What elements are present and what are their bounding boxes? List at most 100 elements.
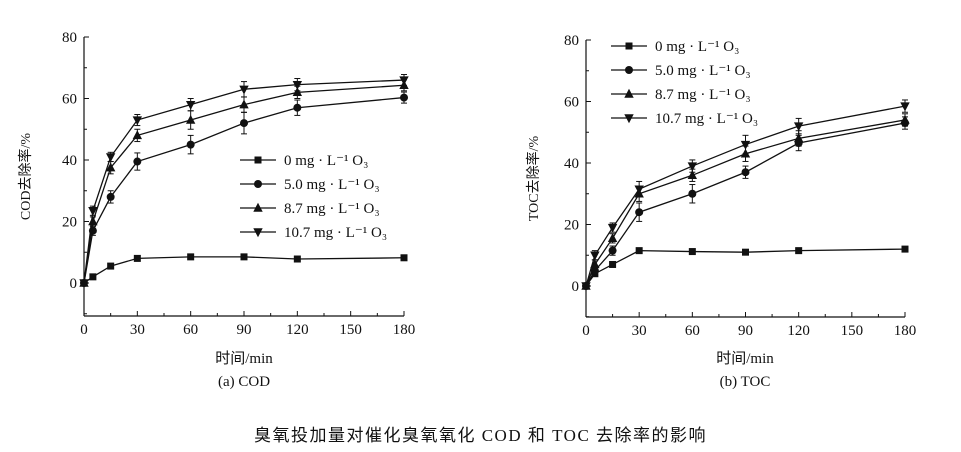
x-tick-label: 90	[738, 323, 753, 339]
data-point	[901, 245, 909, 253]
y-tick-label: 80	[62, 30, 77, 46]
data-point	[900, 114, 910, 124]
x-tick-label: 150	[841, 323, 864, 339]
data-point	[105, 162, 116, 172]
x-tick-label: 120	[286, 322, 309, 338]
legend-marker	[624, 88, 634, 98]
panel-label-b: (b) TOC	[719, 374, 771, 390]
data-point	[634, 185, 644, 195]
y-tick-label: 80	[564, 33, 579, 49]
legend-label: 8.7 mg · L⁻¹ O₃	[284, 201, 380, 217]
legend-label: 5.0 mg · L⁻¹ O₃	[655, 63, 751, 79]
legend-label: 0 mg · L⁻¹ O₃	[655, 39, 739, 55]
data-point	[635, 247, 643, 255]
data-point	[635, 208, 644, 217]
data-point	[187, 253, 195, 261]
data-point	[106, 192, 115, 201]
data-point	[88, 216, 98, 226]
y-tick-label: 40	[564, 156, 579, 172]
data-point	[400, 254, 408, 262]
y-tick-label: 20	[62, 215, 77, 231]
data-point	[740, 140, 751, 150]
x-tick-label: 180	[894, 323, 917, 339]
data-point	[742, 248, 749, 256]
legend-marker	[253, 202, 263, 212]
data-point	[79, 279, 89, 289]
data-point	[590, 259, 600, 269]
data-point	[590, 251, 600, 261]
x-tick-label: 180	[393, 322, 416, 338]
data-point	[900, 102, 910, 112]
x-tick-label: 60	[183, 322, 198, 338]
y-axis-label: TOC去除率/%	[525, 136, 542, 222]
data-point	[88, 207, 98, 216]
legend-marker	[625, 42, 633, 50]
legend-marker	[254, 180, 262, 188]
series-line	[83, 84, 405, 284]
xlabel-a: 时间/min	[215, 351, 273, 367]
data-point	[292, 87, 303, 97]
data-point	[186, 140, 195, 149]
chart-1: 0 30 60 90 120 150 180 0 20 40 60 80 TOC去除率/% 0 mg · …	[525, 33, 916, 339]
y-tick-label: 0	[70, 276, 78, 292]
data-point	[795, 247, 803, 255]
legend-marker	[624, 114, 634, 124]
y-tick-label: 0	[572, 279, 580, 295]
y-tick-label: 60	[564, 95, 579, 111]
x-tick-label: 120	[787, 323, 810, 339]
data-point	[687, 170, 698, 179]
series-0	[582, 245, 909, 290]
legend-marker	[625, 66, 633, 74]
data-point	[185, 100, 196, 110]
data-point	[581, 282, 591, 292]
series-line	[83, 79, 405, 284]
data-point	[185, 114, 196, 124]
x-tick-label: 150	[339, 322, 362, 338]
legend-label: 0 mg · L⁻¹ O₃	[284, 153, 368, 169]
series-line	[585, 105, 906, 287]
data-point	[107, 262, 115, 270]
data-point	[240, 119, 248, 128]
x-tick-label: 90	[237, 322, 252, 338]
legend-label: 5.0 mg · L⁻¹ O₃	[284, 177, 380, 193]
legend-label: 10.7 mg · L⁻¹ O₃	[284, 225, 387, 241]
data-point	[607, 223, 618, 233]
data-point	[293, 255, 301, 263]
data-point	[607, 233, 618, 243]
legend-marker	[253, 228, 263, 238]
x-tick-label: 60	[685, 323, 700, 339]
data-point	[399, 76, 409, 86]
y-tick-label: 60	[62, 92, 77, 108]
x-tick-label: 0	[582, 323, 590, 339]
data-point	[105, 153, 116, 163]
data-point	[687, 162, 698, 172]
data-point	[793, 122, 804, 132]
data-point	[132, 116, 143, 126]
data-point	[239, 85, 249, 95]
figure-caption: 臭氧投加量对催化臭氧氧化 COD 和 TOC 去除率的影响	[253, 426, 708, 445]
series-0	[80, 253, 408, 287]
data-point	[793, 133, 804, 143]
legend-marker	[254, 156, 262, 164]
series-line	[83, 256, 405, 284]
panel-label-a: (a) COD	[217, 374, 271, 390]
data-point	[741, 168, 750, 177]
xlabel-b: 时间/min	[716, 351, 774, 367]
legend-label: 10.7 mg · L⁻¹ O₃	[655, 111, 758, 127]
y-axis-label: COD去除率/%	[17, 133, 34, 220]
data-point	[240, 253, 248, 261]
data-point	[688, 248, 696, 256]
x-tick-label: 30	[130, 322, 145, 338]
data-point	[400, 93, 408, 102]
y-tick-label: 20	[564, 218, 579, 234]
data-point	[239, 99, 249, 109]
y-tick-label: 40	[62, 153, 77, 169]
series-3	[79, 74, 409, 289]
legend-label: 8.7 mg · L⁻¹ O₃	[655, 87, 751, 103]
x-tick-label: 30	[632, 323, 647, 339]
data-point	[688, 189, 697, 198]
data-point	[133, 157, 142, 166]
data-point	[133, 254, 141, 262]
